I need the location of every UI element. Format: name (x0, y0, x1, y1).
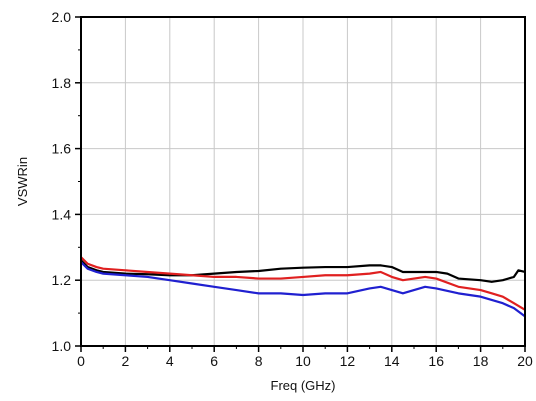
series-line-2 (80, 256, 526, 311)
y-tick-label: 1.8 (52, 75, 72, 91)
x-tick-label: 12 (340, 353, 356, 369)
x-tick-label: 10 (295, 353, 311, 369)
tick-marks (75, 16, 526, 352)
y-tick-labels: 1.0 1.2 1.4 1.6 1.8 2.0 (52, 9, 72, 354)
y-axis-label: VSWRin (15, 157, 30, 206)
grid-lines (80, 16, 526, 347)
x-tick-labels: 0 2 4 6 8 10 12 14 16 18 20 (77, 353, 533, 369)
y-tick-label: 1.2 (52, 272, 72, 288)
y-tick-label: 2.0 (52, 9, 72, 25)
x-tick-label: 16 (428, 353, 444, 369)
x-axis-label: Freq (GHz) (271, 378, 336, 393)
series-line-3 (80, 261, 526, 318)
y-tick-label: 1.0 (52, 338, 72, 354)
x-tick-label: 4 (166, 353, 174, 369)
y-tick-label: 1.6 (52, 141, 72, 157)
x-tick-label: 0 (77, 353, 85, 369)
x-tick-label: 14 (384, 353, 400, 369)
x-tick-label: 8 (255, 353, 263, 369)
x-tick-label: 6 (210, 353, 218, 369)
y-tick-label: 1.4 (52, 206, 72, 222)
x-tick-label: 2 (122, 353, 130, 369)
series-line-1 (80, 259, 526, 283)
x-tick-label: 18 (473, 353, 489, 369)
series-group (80, 256, 526, 318)
x-tick-label: 20 (517, 353, 533, 369)
